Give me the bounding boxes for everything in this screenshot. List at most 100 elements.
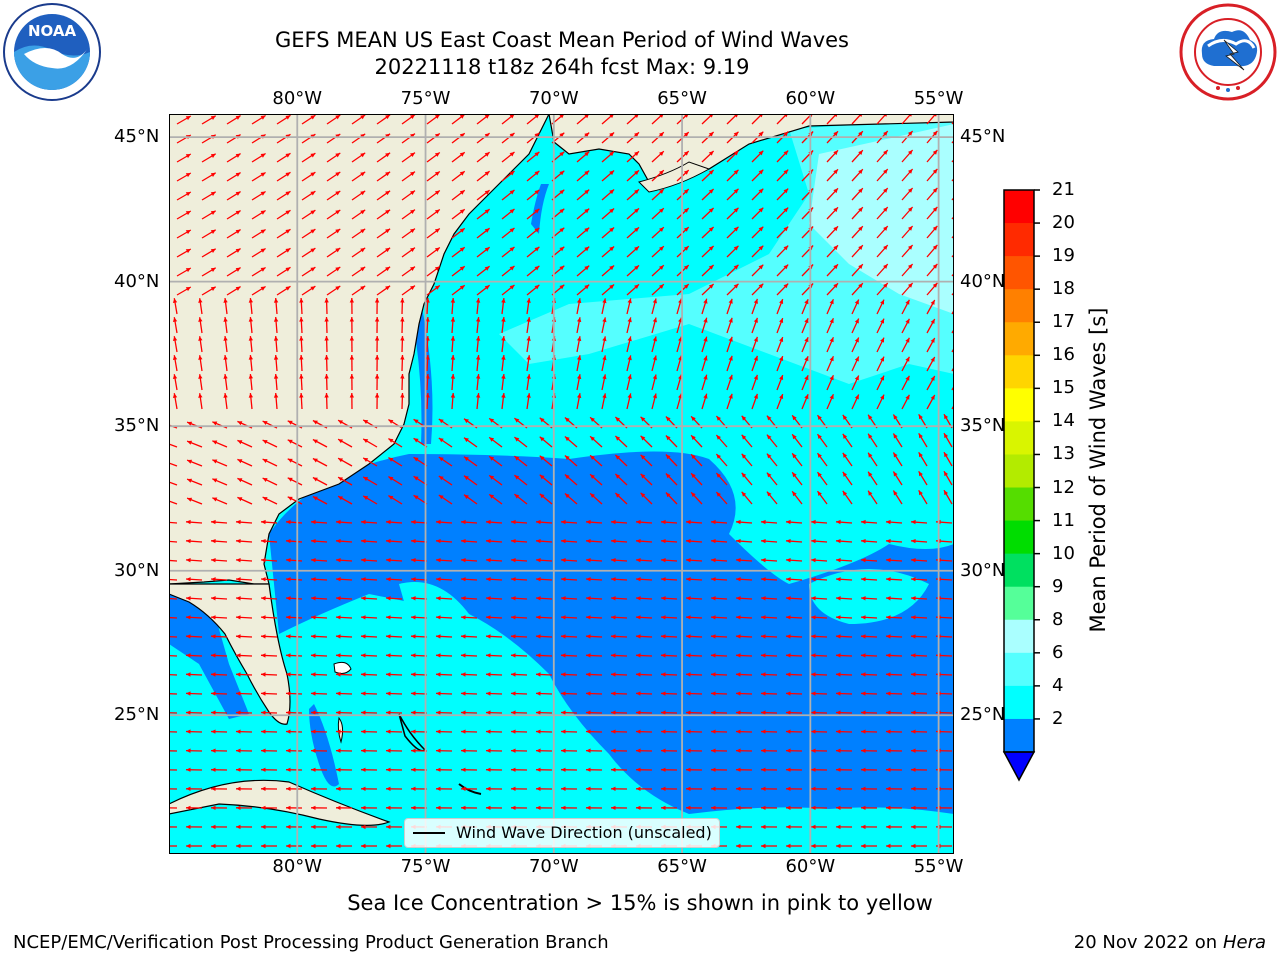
vector-arrow-head	[172, 374, 178, 379]
vector-arrow-head	[237, 440, 243, 445]
vector-arrow-head	[861, 653, 866, 658]
vector-arrow-head	[792, 491, 797, 497]
vector-arrow-head	[459, 133, 465, 138]
lon-label-top: 75°W	[400, 88, 451, 109]
vector-arrow-head	[930, 338, 935, 343]
vector-arrow-head	[536, 558, 541, 563]
vector-arrow-head	[836, 824, 841, 830]
vector-arrow-head	[561, 653, 566, 658]
vector-arrow-head	[534, 132, 540, 138]
vector-arrow-head	[461, 519, 466, 525]
vector-arrow-head	[434, 114, 440, 119]
vector-arrow-head	[261, 691, 266, 696]
vector-arrow-head	[211, 615, 216, 620]
vector-arrow-head	[511, 691, 516, 696]
vector-arrow-head	[736, 577, 741, 582]
vector-arrow-head	[248, 355, 253, 360]
vector-arrow-head	[385, 171, 391, 177]
vector-arrow-head	[410, 247, 415, 252]
vector-arrow-head	[285, 210, 291, 215]
vector-arrow-head	[661, 596, 666, 601]
vector-arrow-head	[476, 336, 481, 341]
vector-arrow-head	[602, 393, 607, 399]
vector-arrow-head	[944, 471, 949, 477]
vector-arrow-head	[211, 710, 216, 715]
vector-arrow-head	[611, 710, 616, 715]
vector-arrow-head	[438, 438, 444, 443]
vector-arrow-head	[736, 786, 741, 791]
vector-arrow-head	[811, 691, 816, 696]
vector-arrow-head	[261, 786, 266, 791]
land-florida	[169, 583, 291, 725]
vector-arrow-head	[211, 596, 216, 601]
vector-arrow-head	[363, 419, 369, 424]
colorbar-tick: 9	[1052, 575, 1064, 597]
vector-arrow-head	[883, 150, 888, 155]
vector-arrow-head	[311, 748, 316, 753]
vector-arrow-head	[661, 710, 666, 715]
vector-arrow-head	[911, 805, 916, 810]
vector-arrow-head	[464, 456, 469, 462]
vector-arrow-head	[172, 298, 178, 303]
vector-arrow	[169, 616, 178, 619]
vector-arrow-head	[932, 244, 938, 250]
vector-arrow-head	[779, 299, 784, 304]
wave-period-map	[169, 114, 954, 854]
vector-arrow-head	[273, 393, 279, 398]
colorbar-segment	[1004, 520, 1034, 555]
vector-arrow-head	[711, 805, 716, 810]
vector-arrow-head	[534, 189, 540, 195]
vector-arrow-head	[236, 634, 241, 639]
vector-arrow-head	[861, 824, 866, 830]
vector-arrow-head	[311, 691, 316, 696]
vector-arrow-head	[476, 355, 481, 360]
vector-arrow-head	[335, 172, 341, 177]
vector-arrow-head	[811, 634, 816, 639]
vector-arrow-head	[586, 519, 591, 525]
vector-arrow-head	[476, 393, 481, 398]
vector-arrow-head	[911, 615, 916, 620]
vector-arrow-head	[758, 169, 764, 175]
vector-arrow-head	[893, 433, 898, 439]
vector-arrow-head	[659, 151, 664, 156]
vector-arrow-head	[908, 131, 913, 136]
vector-arrow-head	[489, 418, 495, 423]
vector-arrow-head	[486, 558, 491, 563]
vector-arrow-head	[363, 476, 369, 481]
vector-arrow-head	[235, 210, 241, 215]
sea-ice-note: Sea Ice Concentration > 15% is shown in …	[347, 891, 933, 915]
vector-arrow-head	[686, 653, 691, 658]
vector-arrow-head	[511, 729, 516, 734]
vector-arrow-head	[360, 133, 366, 139]
vector-arrow-head	[335, 210, 341, 215]
vector-arrow-head	[287, 439, 293, 444]
vector-arrow-head	[868, 433, 873, 439]
vector-arrow-head	[586, 729, 591, 734]
vector-arrow-head	[436, 539, 441, 544]
vector-arrow-head	[236, 596, 241, 601]
vector-arrow-head	[584, 151, 590, 157]
vector-arrow-head	[286, 672, 291, 677]
vector-arrow-head	[659, 132, 664, 137]
vector-arrow-head	[172, 355, 178, 360]
vector-arrow-head	[385, 114, 391, 120]
vector-arrow-head	[627, 374, 632, 380]
vector-arrow-head	[514, 475, 520, 480]
vector-arrow-head	[411, 596, 416, 601]
vector-arrow-head	[886, 729, 891, 734]
vector-arrow-head	[736, 615, 741, 620]
vector-arrow-head	[627, 393, 632, 399]
vector-arrow-head	[586, 653, 591, 658]
vector-arrow-head	[733, 169, 739, 175]
vector-arrow-head	[411, 634, 416, 639]
colorbar-tick: 8	[1052, 608, 1064, 630]
vector-arrow-head	[758, 264, 764, 270]
vector-arrow-head	[708, 132, 714, 137]
vector-arrow-head	[886, 577, 891, 582]
colorbar-tick: 20	[1052, 212, 1075, 234]
vector-arrow-head	[459, 114, 465, 119]
vector-arrow-head	[336, 729, 341, 734]
vector-arrow-head	[509, 152, 515, 157]
vector-arrow-head	[811, 748, 816, 753]
vector-arrow-head	[786, 634, 791, 639]
